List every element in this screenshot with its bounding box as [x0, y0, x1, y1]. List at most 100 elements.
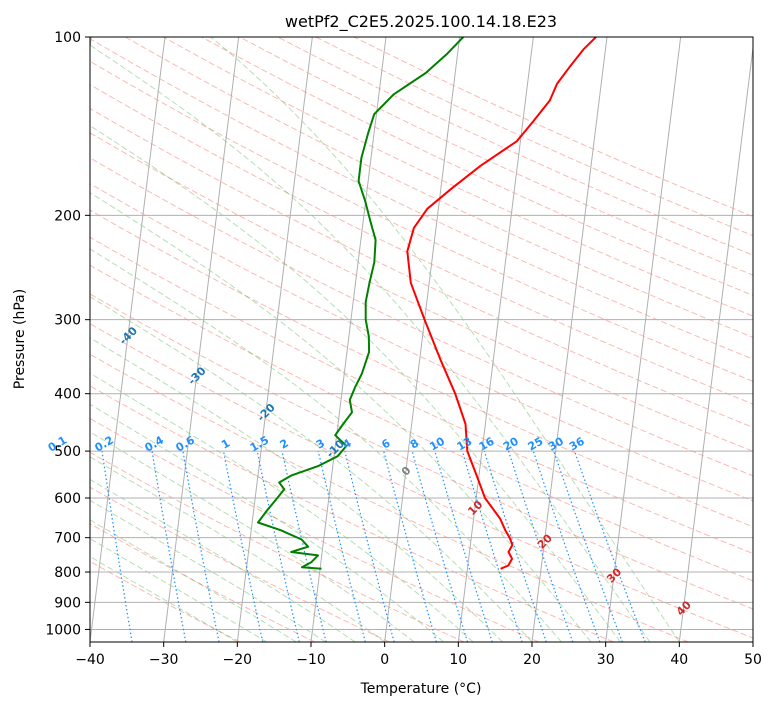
- x-tick-label: 10: [449, 652, 467, 668]
- dry-adiabat: [277, 37, 753, 256]
- y-tick-label: 800: [54, 565, 81, 581]
- y-tick-label: 1000: [45, 622, 81, 638]
- dry-adiabat: [90, 236, 753, 555]
- dry-adiabat: [90, 560, 241, 642]
- x-tick-label: 20: [523, 652, 541, 668]
- isotherm-line: [678, 43, 753, 642]
- sounding-series: [257, 37, 597, 570]
- isotherm-line: [531, 37, 608, 642]
- isotherm-label: 40: [674, 598, 694, 618]
- x-axis-title: Temperature (°C): [360, 681, 482, 697]
- dry-adiabat: [90, 293, 753, 610]
- dry-adiabat: [90, 385, 614, 642]
- isotherm-label: -20: [255, 401, 278, 424]
- dry-adiabat: [90, 451, 465, 642]
- isotherm-label: -50: [48, 283, 71, 306]
- moist-adiabat: [90, 519, 297, 642]
- mixing-ratio-line: [461, 450, 523, 642]
- y-tick-label: 400: [54, 387, 81, 403]
- x-tick-label: 30: [597, 652, 615, 668]
- y-tick-label: 500: [54, 444, 81, 460]
- mixing-ratio-line: [182, 450, 220, 642]
- temperature-line: [406, 37, 597, 570]
- dry-adiabat: [124, 37, 753, 338]
- mixing-ratio-line: [532, 450, 601, 642]
- y-tick-label: 200: [54, 208, 81, 224]
- chart-title: wetPf2_C2E5.2025.100.14.18.E23: [285, 12, 557, 32]
- dry-adiabat: [90, 60, 753, 382]
- mixing-ratio-line: [344, 450, 395, 642]
- x-axis-ticks: −40 −30 −20 −10 0 10 20 30 40 50: [75, 642, 762, 668]
- dry-adiabat: [239, 37, 753, 276]
- isotherm-line: [310, 37, 387, 642]
- moist-adiabat: [90, 337, 503, 642]
- mixing-ratio-line: [483, 450, 547, 642]
- y-axis-ticks: 100 200 300 400 500 600 700 800 900 1000: [45, 30, 90, 638]
- plot-frame: [89, 36, 754, 643]
- mixing-ratio-label: 1: [219, 437, 232, 452]
- mixing-ratio-line: [151, 450, 187, 642]
- isotherm-line: [236, 37, 313, 642]
- moist-adiabat: [210, 37, 680, 642]
- y-tick-label: 100: [54, 30, 81, 46]
- y-tick-label: 700: [54, 531, 81, 547]
- moist-adiabat: [90, 555, 238, 642]
- mixing-ratio-line: [256, 450, 300, 642]
- y-tick-label: 900: [54, 595, 81, 611]
- x-tick-label: −40: [75, 652, 105, 668]
- x-tick-label: 0: [380, 652, 389, 668]
- dry-adiabat: [90, 107, 753, 428]
- dry-adiabat: [353, 37, 753, 218]
- mixing-ratio-line: [434, 450, 493, 642]
- dry-adiabats: [90, 37, 753, 642]
- moist-adiabat: [90, 125, 621, 642]
- moist-adiabat: [90, 372, 474, 642]
- x-tick-label: 50: [744, 652, 762, 668]
- moist-adiabats: [90, 37, 680, 642]
- moist-adiabat: [90, 538, 268, 642]
- mixing-ratio-lines: [101, 450, 646, 642]
- moist-adiabat: [90, 456, 385, 642]
- x-tick-label: −20: [223, 652, 253, 668]
- dry-adiabat: [90, 38, 753, 360]
- mixing-ratio-line: [281, 450, 327, 642]
- isotherm-line: [605, 37, 682, 642]
- dry-adiabat: [90, 157, 753, 477]
- moist-adiabat: [90, 403, 444, 642]
- mixing-ratio-label: 6: [379, 436, 392, 451]
- mixing-ratio-label: 2: [278, 437, 291, 452]
- mixing-ratio-line: [553, 450, 623, 642]
- y-tick-label: 600: [54, 491, 81, 507]
- isotherm-label: 30: [604, 565, 624, 585]
- isotherm-line: [752, 637, 753, 642]
- mixing-ratio-labels: 0.1 0.2 0.4 0.6 1 1.5 2 3 4 6 8 10 13 16 20 25 30 36: [46, 433, 587, 454]
- mixing-ratio-line: [383, 450, 437, 642]
- isotherm-line: [384, 37, 461, 642]
- isotherm-label: -60: [0, 239, 3, 262]
- isotherm-label: 10: [465, 498, 485, 518]
- isotherm-line: [163, 37, 240, 642]
- mixing-ratio-line: [411, 450, 469, 642]
- mixing-ratio-line: [222, 450, 264, 642]
- dry-adiabat: [90, 132, 753, 452]
- x-tick-label: 40: [670, 652, 688, 668]
- moist-adiabat: [90, 44, 651, 642]
- x-tick-label: −10: [296, 652, 326, 668]
- mixing-ratio-line: [317, 450, 366, 642]
- isotherm-line: [457, 37, 534, 642]
- moist-adiabat: [90, 248, 562, 642]
- isotherms: [90, 37, 753, 642]
- dry-adiabat: [90, 417, 540, 642]
- moist-adiabat: [90, 296, 533, 642]
- dry-adiabat: [90, 486, 390, 642]
- dry-adiabat: [90, 264, 753, 582]
- mixing-ratio-line: [574, 450, 646, 642]
- dry-adiabat: [201, 37, 753, 296]
- moist-adiabat: [90, 499, 326, 642]
- dewpoint-line: [257, 37, 465, 570]
- y-axis-title: Pressure (hPa): [12, 289, 28, 389]
- isotherm-label: -30: [185, 364, 208, 387]
